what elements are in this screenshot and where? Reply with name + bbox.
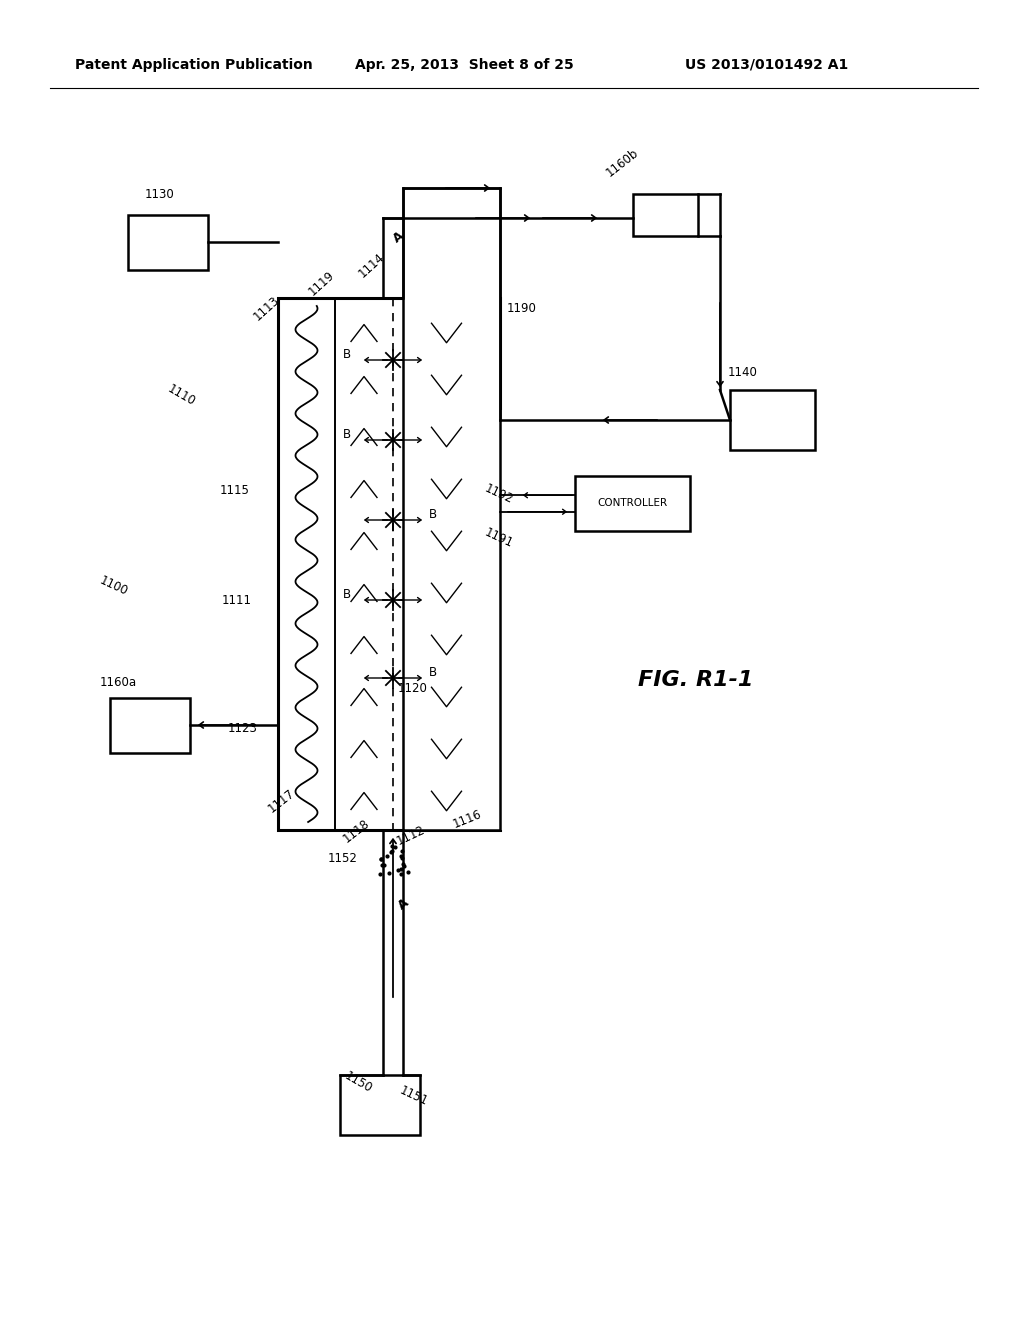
Text: 1110: 1110 bbox=[165, 383, 198, 409]
Text: 1151: 1151 bbox=[397, 1084, 430, 1109]
Text: B: B bbox=[343, 587, 351, 601]
Bar bbox=[730, 389, 815, 450]
Text: 1114: 1114 bbox=[355, 249, 387, 280]
Text: 1117: 1117 bbox=[266, 787, 298, 816]
Text: 1160b: 1160b bbox=[604, 147, 641, 180]
Text: Apr. 25, 2013  Sheet 8 of 25: Apr. 25, 2013 Sheet 8 of 25 bbox=[355, 58, 573, 73]
Text: 1120: 1120 bbox=[398, 681, 428, 694]
Text: 1152: 1152 bbox=[328, 851, 357, 865]
Text: 1111: 1111 bbox=[222, 594, 252, 606]
Text: Patent Application Publication: Patent Application Publication bbox=[75, 58, 312, 73]
Bar bbox=[403, 187, 500, 830]
Text: 1160a: 1160a bbox=[100, 676, 137, 689]
Text: FIG. R1-1: FIG. R1-1 bbox=[638, 671, 754, 690]
Text: US 2013/0101492 A1: US 2013/0101492 A1 bbox=[685, 58, 848, 73]
Text: B: B bbox=[343, 428, 351, 441]
Text: 1192: 1192 bbox=[482, 482, 515, 507]
Bar bbox=[500, 411, 520, 830]
Text: 1130: 1130 bbox=[145, 189, 175, 202]
Text: A: A bbox=[396, 896, 412, 912]
Text: CONTROLLER: CONTROLLER bbox=[597, 498, 667, 508]
Text: 1119: 1119 bbox=[305, 268, 337, 298]
Text: 1118: 1118 bbox=[341, 817, 373, 845]
Text: 1113: 1113 bbox=[251, 293, 282, 323]
Bar bbox=[633, 194, 698, 236]
Text: 1150: 1150 bbox=[342, 1069, 374, 1096]
Text: B: B bbox=[429, 507, 437, 520]
Text: 1116: 1116 bbox=[451, 808, 483, 832]
Bar bbox=[340, 1074, 420, 1135]
Text: 1191: 1191 bbox=[482, 527, 515, 550]
Text: 1112: 1112 bbox=[394, 824, 427, 847]
Bar bbox=[128, 215, 208, 271]
Text: 1190: 1190 bbox=[507, 301, 537, 314]
Bar bbox=[575, 477, 690, 531]
Bar bbox=[110, 698, 190, 752]
Text: A: A bbox=[391, 228, 407, 246]
Bar bbox=[278, 298, 500, 830]
Text: 1115: 1115 bbox=[220, 483, 250, 496]
Text: 1123: 1123 bbox=[228, 722, 258, 734]
Text: B: B bbox=[429, 665, 437, 678]
Text: 1140: 1140 bbox=[728, 366, 758, 379]
Text: B: B bbox=[343, 347, 351, 360]
Text: 1100: 1100 bbox=[97, 574, 130, 598]
